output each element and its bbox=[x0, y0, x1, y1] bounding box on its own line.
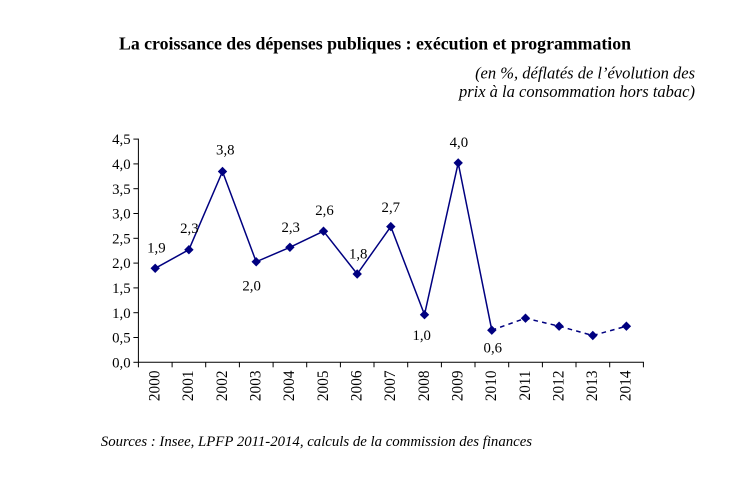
svg-text:0,5: 0,5 bbox=[112, 331, 131, 347]
svg-text:4,5: 4,5 bbox=[112, 132, 131, 148]
svg-text:2,7: 2,7 bbox=[382, 200, 401, 216]
svg-text:2012: 2012 bbox=[550, 371, 567, 402]
svg-text:2010: 2010 bbox=[483, 370, 500, 401]
svg-text:2000: 2000 bbox=[147, 370, 164, 401]
svg-text:La croissance des dépenses pub: La croissance des dépenses publiques : e… bbox=[119, 34, 631, 54]
svg-text:2005: 2005 bbox=[315, 370, 332, 401]
svg-text:3,8: 3,8 bbox=[216, 143, 235, 159]
svg-text:2009: 2009 bbox=[450, 370, 467, 401]
svg-text:2001: 2001 bbox=[180, 371, 197, 402]
svg-text:2002: 2002 bbox=[214, 371, 231, 402]
svg-text:2,0: 2,0 bbox=[242, 279, 261, 295]
svg-text:3,5: 3,5 bbox=[112, 182, 131, 198]
svg-text:2011: 2011 bbox=[517, 371, 534, 401]
svg-text:2003: 2003 bbox=[248, 370, 265, 401]
svg-text:2004: 2004 bbox=[281, 370, 298, 401]
svg-text:1,5: 1,5 bbox=[112, 281, 131, 297]
svg-text:2,3: 2,3 bbox=[180, 221, 199, 237]
svg-text:2,0: 2,0 bbox=[112, 256, 131, 272]
svg-text:0,6: 0,6 bbox=[484, 340, 503, 356]
svg-text:(en %, déflatés de l’évolution: (en %, déflatés de l’évolution des bbox=[475, 63, 695, 82]
svg-text:2,5: 2,5 bbox=[112, 231, 131, 247]
svg-text:1,8: 1,8 bbox=[349, 246, 368, 262]
svg-text:1,0: 1,0 bbox=[112, 306, 131, 322]
svg-text:1,0: 1,0 bbox=[412, 328, 431, 344]
svg-text:2008: 2008 bbox=[416, 370, 433, 401]
svg-text:prix à la consommation hors ta: prix à la consommation hors tabac) bbox=[458, 82, 695, 101]
svg-text:2,6: 2,6 bbox=[315, 203, 334, 219]
svg-text:2006: 2006 bbox=[349, 370, 366, 401]
svg-text:0,0: 0,0 bbox=[112, 355, 131, 371]
svg-text:2014: 2014 bbox=[618, 370, 635, 401]
svg-text:Sources : Insee, LPFP 2011-201: Sources : Insee, LPFP 2011-2014, calculs… bbox=[101, 434, 532, 450]
svg-text:4,0: 4,0 bbox=[450, 135, 469, 151]
svg-text:2007: 2007 bbox=[382, 370, 399, 401]
svg-text:2,3: 2,3 bbox=[281, 220, 300, 236]
svg-text:4,0: 4,0 bbox=[112, 157, 131, 173]
svg-text:3,0: 3,0 bbox=[112, 207, 131, 223]
svg-text:1,9: 1,9 bbox=[147, 241, 166, 257]
svg-text:2013: 2013 bbox=[584, 370, 601, 401]
